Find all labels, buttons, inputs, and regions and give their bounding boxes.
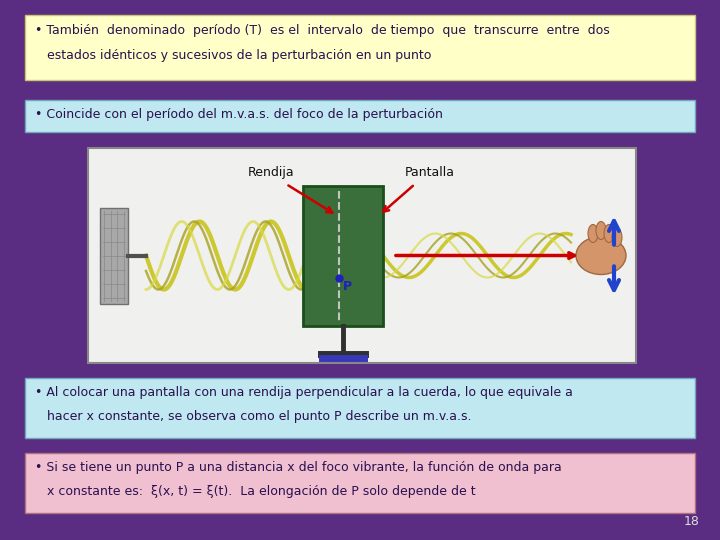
Text: x constante es:  ξ(x, t) = ξ(t).  La elongación de P solo depende de t: x constante es: ξ(x, t) = ξ(t). La elong…: [35, 485, 476, 498]
FancyBboxPatch shape: [100, 207, 128, 303]
Text: • Al colocar una pantalla con una rendija perpendicular a la cuerda, lo que equi: • Al colocar una pantalla con una rendij…: [35, 386, 573, 399]
Ellipse shape: [604, 225, 614, 242]
Text: hacer x constante, se observa como el punto P describe un m.v.a.s.: hacer x constante, se observa como el pu…: [35, 410, 472, 423]
FancyBboxPatch shape: [25, 378, 695, 438]
Text: estados idénticos y sucesivos de la perturbación en un punto: estados idénticos y sucesivos de la pert…: [35, 49, 431, 62]
Bar: [303, 186, 383, 326]
Text: Pantalla: Pantalla: [405, 166, 455, 179]
Text: Rendija: Rendija: [248, 166, 294, 179]
FancyBboxPatch shape: [25, 453, 695, 513]
FancyBboxPatch shape: [25, 15, 695, 80]
FancyBboxPatch shape: [25, 100, 695, 132]
Text: • Coincide con el período del m.v.a.s. del foco de la perturbación: • Coincide con el período del m.v.a.s. d…: [35, 108, 443, 121]
Ellipse shape: [576, 237, 626, 274]
Text: 18: 18: [684, 515, 700, 528]
Ellipse shape: [596, 221, 606, 240]
Text: • También  denominado  período (T)  es el  intervalo  de tiempo  que  transcurre: • También denominado período (T) es el i…: [35, 24, 610, 37]
Text: P: P: [343, 280, 352, 294]
Ellipse shape: [612, 228, 622, 246]
FancyBboxPatch shape: [88, 148, 636, 363]
Text: • Si se tiene un punto P a una distancia x del foco vibrante, la función de onda: • Si se tiene un punto P a una distancia…: [35, 461, 562, 474]
Ellipse shape: [588, 225, 598, 242]
